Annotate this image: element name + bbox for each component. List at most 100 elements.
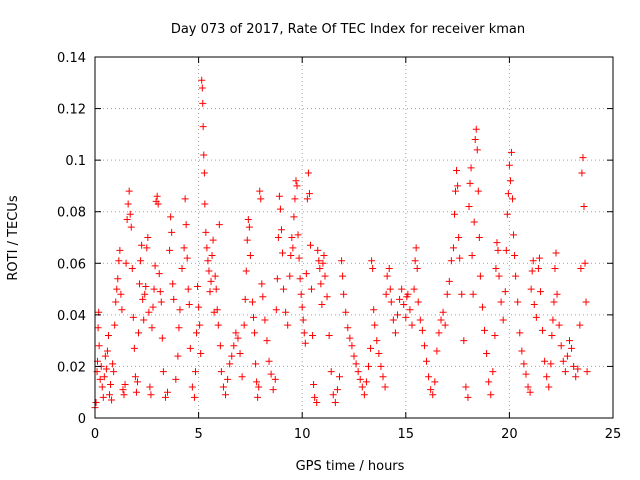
data-point [506, 177, 514, 185]
data-point [214, 321, 222, 329]
data-point [195, 303, 203, 311]
data-point [433, 347, 441, 355]
data-point [142, 282, 150, 290]
data-point [198, 76, 206, 84]
data-point [276, 205, 284, 213]
data-point [504, 190, 512, 198]
y-tick-label: 0.12 [57, 103, 86, 118]
data-point [447, 257, 455, 265]
data-point [340, 290, 348, 298]
data-point [216, 342, 224, 350]
data-point [198, 84, 206, 92]
data-point [373, 337, 381, 345]
data-point [193, 329, 201, 337]
data-point [138, 241, 146, 249]
data-point [120, 391, 128, 399]
data-point [111, 321, 119, 329]
data-point [272, 306, 280, 314]
data-point [311, 393, 319, 401]
data-point [286, 272, 294, 280]
data-point [408, 321, 416, 329]
data-point [208, 252, 216, 260]
data-point [257, 195, 265, 203]
data-point [121, 380, 129, 388]
data-point [547, 360, 555, 368]
data-point [263, 337, 271, 345]
data-point [279, 249, 287, 257]
data-point [412, 244, 420, 252]
data-point [370, 306, 378, 314]
data-point [259, 293, 267, 301]
data-point [452, 187, 460, 195]
data-point [156, 288, 164, 296]
data-point [367, 344, 375, 352]
data-point [445, 277, 453, 285]
data-point [582, 298, 590, 306]
data-point [114, 275, 122, 283]
data-point [110, 368, 118, 376]
data-point [377, 362, 385, 370]
data-point [578, 169, 586, 177]
data-point [375, 350, 383, 358]
data-point [228, 352, 236, 360]
data-point [133, 378, 141, 386]
data-point [418, 326, 426, 334]
data-point [534, 264, 542, 272]
data-point [248, 298, 256, 306]
data-point [505, 161, 513, 169]
data-point [310, 380, 318, 388]
data-point [119, 386, 127, 394]
data-point [293, 182, 301, 190]
data-point [476, 272, 484, 280]
data-point [576, 321, 584, 329]
data-point [200, 151, 208, 159]
data-point [483, 350, 491, 358]
data-point [167, 213, 175, 221]
data-point [94, 324, 102, 332]
data-point [320, 252, 328, 260]
data-point [289, 244, 297, 252]
data-point [333, 386, 341, 394]
data-point [300, 329, 308, 337]
data-point [527, 285, 535, 293]
data-point [400, 301, 408, 309]
data-point [130, 344, 138, 352]
data-point [203, 244, 211, 252]
data-point [348, 342, 356, 350]
data-point [526, 388, 534, 396]
data-point [543, 373, 551, 381]
data-point [112, 298, 120, 306]
data-point [368, 257, 376, 265]
data-point [146, 383, 154, 391]
data-point [309, 331, 317, 339]
data-point [406, 306, 414, 314]
data-point [219, 383, 227, 391]
data-point [555, 321, 563, 329]
data-point [410, 285, 418, 293]
data-point [396, 295, 404, 303]
data-point [449, 244, 457, 252]
data-point [539, 326, 547, 334]
data-point [579, 154, 587, 162]
data-point [100, 373, 108, 381]
data-point [509, 195, 517, 203]
data-point [314, 246, 322, 254]
data-point [224, 375, 232, 383]
data-point [273, 275, 281, 283]
data-point [196, 321, 204, 329]
data-point [472, 125, 480, 133]
data-point [383, 272, 391, 280]
data-point [169, 280, 177, 288]
data-point [206, 288, 214, 296]
data-point [385, 264, 393, 272]
data-point [292, 177, 300, 185]
data-point [267, 370, 275, 378]
data-point [108, 396, 116, 404]
data-point [256, 187, 264, 195]
data-point [520, 360, 528, 368]
data-point [197, 350, 205, 358]
data-point [514, 298, 522, 306]
data-point [338, 257, 346, 265]
data-point [136, 280, 144, 288]
